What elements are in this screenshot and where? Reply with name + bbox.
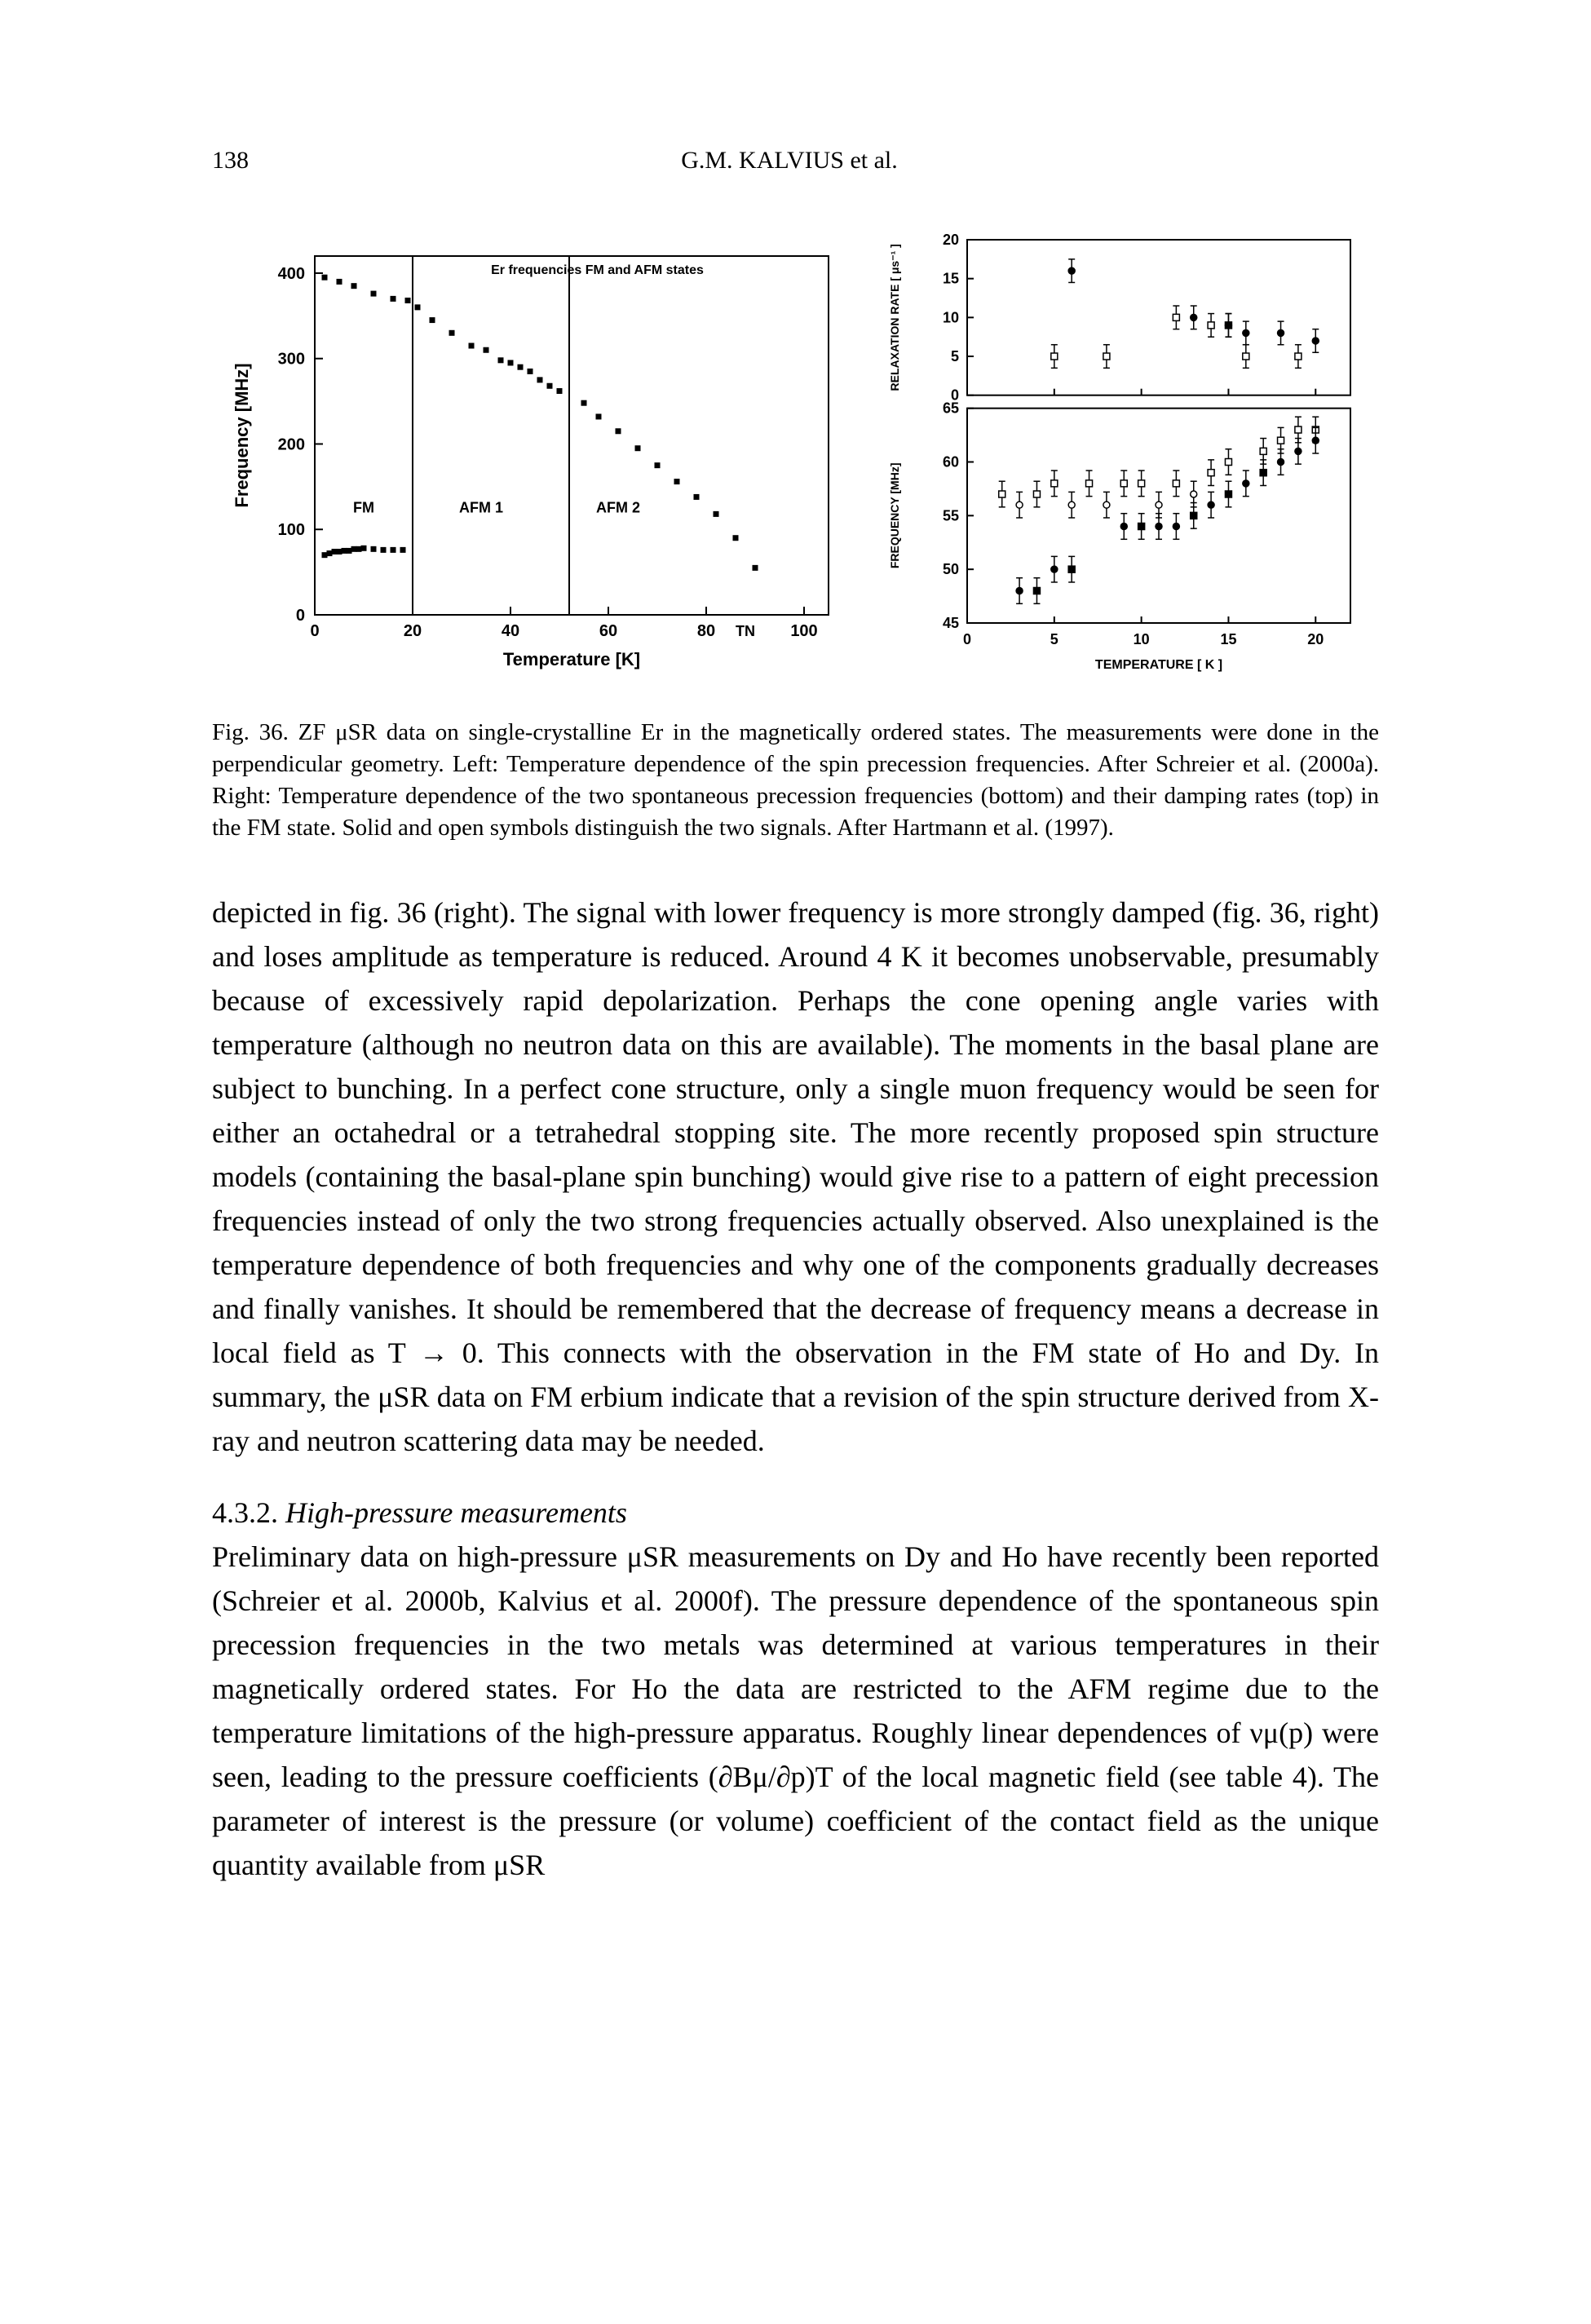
svg-text:60: 60 (942, 454, 958, 471)
svg-text:10: 10 (942, 309, 958, 325)
body-paragraph-1: depicted in fig. 36 (right). The signal … (212, 890, 1379, 1463)
section-number: 4.3.2. (212, 1496, 278, 1529)
svg-text:65: 65 (942, 400, 958, 417)
svg-text:Temperature [K]: Temperature [K] (502, 649, 639, 669)
svg-text:TN: TN (736, 623, 755, 639)
svg-text:FREQUENCY [MHz]: FREQUENCY [MHz] (888, 463, 901, 569)
svg-text:5: 5 (1050, 631, 1058, 647)
svg-text:AFM 1: AFM 1 (459, 499, 503, 515)
svg-text:0: 0 (310, 622, 319, 640)
svg-text:20: 20 (403, 622, 421, 640)
svg-text:Er frequencies FM and AFM stat: Er frequencies FM and AFM states (491, 263, 704, 277)
figure-36-left-chart: 0 20 40 60 80 100 0 100 200 300 400 Temperature [K]… (225, 223, 845, 684)
svg-text:15: 15 (942, 271, 958, 287)
body-paragraph-2: Preliminary data on high-pressure μSR me… (212, 1535, 1379, 1887)
svg-text:5: 5 (950, 348, 958, 365)
svg-text:50: 50 (942, 561, 958, 577)
svg-text:20: 20 (942, 232, 958, 248)
svg-text:0: 0 (962, 631, 970, 647)
svg-text:Frequency [MHz]: Frequency [MHz] (232, 363, 252, 507)
svg-text:15: 15 (1220, 631, 1236, 647)
svg-text:FM: FM (353, 499, 374, 515)
svg-text:10: 10 (1133, 631, 1149, 647)
svg-text:40: 40 (501, 622, 519, 640)
svg-text:400: 400 (277, 265, 304, 283)
page-number: 138 (212, 147, 249, 175)
svg-text:55: 55 (942, 507, 958, 524)
svg-text:AFM 2: AFM 2 (596, 499, 640, 515)
svg-text:TEMPERATURE [ K ]: TEMPERATURE [ K ] (1094, 658, 1222, 672)
svg-text:80: 80 (696, 622, 714, 640)
figure-36-caption: Fig. 36. ZF μSR data on single-crystalli… (212, 717, 1379, 845)
svg-text:100: 100 (790, 622, 817, 640)
section-title: High-pressure measurements (285, 1496, 627, 1529)
svg-text:20: 20 (1307, 631, 1324, 647)
svg-text:60: 60 (599, 622, 617, 640)
svg-text:200: 200 (277, 435, 304, 453)
svg-text:300: 300 (277, 351, 304, 369)
svg-text:RELAXATION RATE [ μs⁻¹ ]: RELAXATION RATE [ μs⁻¹ ] (888, 244, 901, 391)
figure-36: 0204060801000100200300400Temperature [K]… (212, 223, 1379, 684)
figure-36-right-chart: 0 5 10 15 20 RELAXATION RATE [ μs⁻¹ ] 45 50 55 60… (877, 223, 1367, 684)
svg-text:0: 0 (295, 607, 304, 625)
svg-text:100: 100 (277, 521, 304, 539)
running-head: G.M. KALVIUS et al. (249, 147, 1330, 175)
section-heading-4-3-2: 4.3.2. High-pressure measurements (212, 1496, 1379, 1530)
svg-text:45: 45 (942, 615, 958, 631)
